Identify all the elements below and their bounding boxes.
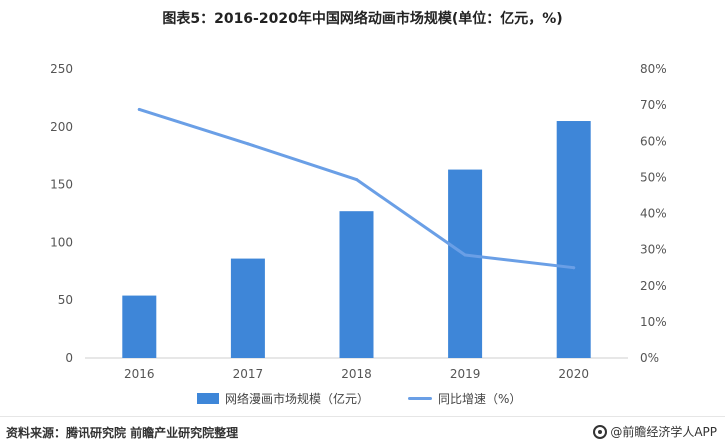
y-left-tick-label: 150 xyxy=(50,178,73,192)
legend-swatch-line xyxy=(408,397,432,400)
source-note: 资料来源：腾讯研究院 前瞻产业研究院整理 xyxy=(6,426,239,440)
chart-canvas: 0 50 100 150 200 250 0% 10% 20% 30% 40% 50% 60% 70% 80… xyxy=(50,62,667,381)
brand-logo-icon xyxy=(593,424,608,439)
bar-2020 xyxy=(556,121,591,359)
legend-label-bar: 网络漫画市场规模（亿元） xyxy=(225,392,370,406)
footer-divider xyxy=(0,416,725,417)
y-left-tick-label: 100 xyxy=(50,235,73,249)
y-right-tick-label: 40% xyxy=(640,207,667,221)
bar-2019 xyxy=(448,169,483,358)
y-right-tick-label: 10% xyxy=(640,315,667,329)
x-tick-label: 2017 xyxy=(233,367,264,381)
y-right-tick-label: 20% xyxy=(640,279,667,293)
x-tick-label: 2018 xyxy=(341,367,372,381)
y-left-tick-label: 50 xyxy=(58,293,73,307)
brand-label: @前瞻经济学人APP xyxy=(610,425,717,439)
x-tick-label: 2019 xyxy=(450,367,481,381)
chart-legend: 网络漫画市场规模（亿元） 同比增速（%） xyxy=(0,390,725,410)
y-right-tick-label: 30% xyxy=(640,243,667,257)
growth-rate-point-2019 xyxy=(463,253,467,257)
brand-credit: @前瞻经济学人APP xyxy=(593,423,717,440)
legend-item-bar: 网络漫画市场规模（亿元） xyxy=(197,390,369,407)
legend-swatch-bar xyxy=(197,393,219,404)
bar-2018 xyxy=(339,211,374,358)
y-left-tick-label: 200 xyxy=(50,120,73,134)
x-tick-label: 2016 xyxy=(124,367,155,381)
growth-rate-point-2018 xyxy=(355,178,358,182)
growth-rate-point-2020 xyxy=(572,266,576,270)
y-left-tick-label: 0 xyxy=(65,351,73,365)
growth-rate-point-2016 xyxy=(137,107,141,111)
bar-2017 xyxy=(230,258,265,358)
x-tick-label: 2020 xyxy=(558,367,589,381)
y-right-tick-label: 70% xyxy=(640,98,667,112)
legend-item-line: 同比增速（%） xyxy=(408,390,521,407)
y-right-tick-label: 50% xyxy=(640,170,667,184)
legend-label-line: 同比增速（%） xyxy=(438,392,522,406)
y-left-tick-label: 250 xyxy=(50,62,73,76)
y-right-tick-label: 60% xyxy=(640,134,667,148)
y-right-tick-label: 80% xyxy=(640,62,667,76)
y-right-tick-label: 0% xyxy=(640,351,659,365)
chart-title: 图表5：2016-2020年中国网络动画市场规模(单位：亿元，%) xyxy=(162,11,563,27)
bar-2016 xyxy=(122,295,157,358)
growth-rate-point-2017 xyxy=(246,142,250,146)
